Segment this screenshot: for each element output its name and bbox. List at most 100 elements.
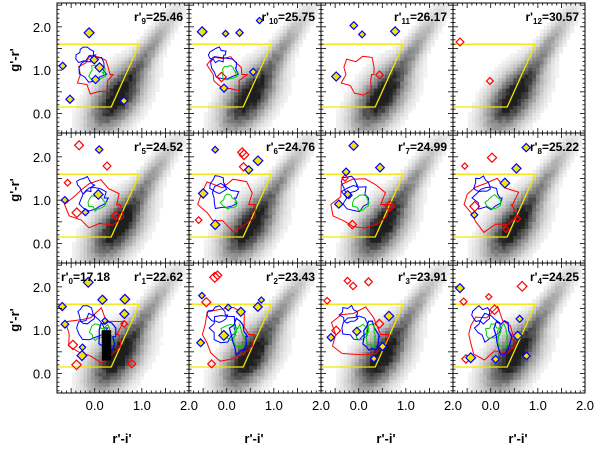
isolated-peak-marker xyxy=(235,28,245,38)
inner-contour xyxy=(484,194,502,210)
isolated-peak-marker xyxy=(343,276,352,285)
y-axis-label-row-0: g'-r' xyxy=(7,48,22,72)
isolated-peak-marker xyxy=(459,297,468,306)
x-tick-label: 1.0 xyxy=(265,398,283,413)
x-tick-label: 2.0 xyxy=(312,398,330,413)
middle-contour xyxy=(208,314,237,344)
isolated-peak-marker xyxy=(469,200,481,213)
isolated-peak-marker xyxy=(67,339,79,351)
isolated-peak-marker xyxy=(513,214,522,223)
isolated-peak-marker xyxy=(348,281,358,291)
isolated-peak-marker xyxy=(248,67,258,77)
panel-magnitude-label: r'12=30.57 xyxy=(526,10,580,26)
middle-contour xyxy=(76,175,96,196)
middle-contour xyxy=(473,312,503,343)
isolated-peak-marker xyxy=(118,308,130,320)
y-tick-label: 0.0 xyxy=(33,107,51,122)
middle-contour xyxy=(473,175,491,193)
isolated-peak-marker xyxy=(119,96,129,106)
outer-contour xyxy=(197,178,256,233)
field-density-histogram xyxy=(468,3,585,133)
isolated-peak-marker xyxy=(82,276,94,289)
panel-magnitude-label: r'10=25.75 xyxy=(262,10,316,26)
y-tick-label: 0.0 xyxy=(33,367,51,382)
x-tick-label: 1.0 xyxy=(397,398,415,413)
panel-magnitude-label: r'2=23.43 xyxy=(266,270,315,286)
y-tick-label: 0.0 xyxy=(33,237,51,252)
isolated-peak-marker xyxy=(197,291,206,300)
isolated-peak-marker xyxy=(255,16,264,25)
isolated-peak-marker xyxy=(119,319,129,329)
isolated-peak-marker xyxy=(218,329,230,342)
middle-contour xyxy=(493,319,513,355)
isolated-peak-marker xyxy=(76,349,88,362)
x-tick-label: 2.0 xyxy=(576,398,594,413)
isolated-peak-marker xyxy=(257,296,266,304)
middle-contour xyxy=(340,184,370,213)
middle-contour xyxy=(338,304,359,324)
isolated-peak-marker xyxy=(252,301,264,313)
outer-contour xyxy=(468,305,517,361)
isolated-peak-marker xyxy=(464,351,477,364)
panel-magnitude-label: r'0=17.18 xyxy=(61,270,110,286)
x-tick-label: 2.0 xyxy=(180,398,198,413)
isolated-peak-marker xyxy=(60,319,70,329)
middle-contour xyxy=(228,317,249,357)
selection-region xyxy=(453,303,537,368)
panel-1: 0.0 1.0 2.0 0.0 1.0 2.0 r'1=22.62 r'0=17.18 xyxy=(33,262,198,413)
x-tick-label: 0.0 xyxy=(482,398,500,413)
panel-7: r'7=24.99 xyxy=(320,132,454,264)
middle-contour xyxy=(211,182,240,210)
panel-grid: 0.0 1.0 2.0 r'9=25.46 r'10=25.75 r'11=26.17 r'… xyxy=(33,2,594,413)
x-tick-label: 0.0 xyxy=(350,398,368,413)
isolated-peak-marker xyxy=(484,292,493,301)
isolated-peak-marker xyxy=(341,167,351,177)
panel-8: r'8=25.22 xyxy=(452,132,586,264)
panel-magnitude-label: r'8=25.22 xyxy=(530,140,579,156)
isolated-peak-marker xyxy=(110,210,121,221)
outer-contour xyxy=(330,178,392,229)
isolated-peak-marker xyxy=(349,20,359,31)
isolated-peak-marker xyxy=(215,71,228,83)
isolated-peak-marker xyxy=(221,29,230,38)
x-tick-label: 0.0 xyxy=(218,398,236,413)
isolated-peak-marker xyxy=(58,61,68,71)
isolated-peak-marker xyxy=(491,354,501,364)
middle-contour xyxy=(362,320,381,352)
outer-contour xyxy=(65,306,125,364)
isolated-peak-marker xyxy=(499,177,511,189)
isolated-peak-marker xyxy=(343,189,353,199)
x-tick-label: 0.0 xyxy=(86,398,104,413)
isolated-peak-marker xyxy=(348,140,360,152)
isolated-peak-marker xyxy=(485,76,495,86)
isolated-peak-marker xyxy=(119,293,131,305)
isolated-peak-marker xyxy=(502,225,511,234)
panel-4: 0.0 1.0 2.0 r'4=24.25 xyxy=(452,262,594,413)
selection-region xyxy=(321,173,405,238)
panel-magnitude-label: r'1=22.62 xyxy=(134,270,183,286)
inner-contour xyxy=(233,322,245,348)
isolated-peak-marker xyxy=(374,70,385,80)
panel-2: 0.0 1.0 2.0 r'2=23.43 xyxy=(188,262,330,413)
selection-region xyxy=(189,303,273,368)
isolated-peak-marker xyxy=(209,219,221,231)
y-tick-label: 1.0 xyxy=(33,63,51,78)
y-tick-label: 1.0 xyxy=(33,193,51,208)
x-axis-label-col-3: r'-i' xyxy=(508,431,527,446)
panel-12: r'12=30.57 xyxy=(452,2,586,134)
isolated-peak-marker xyxy=(238,161,249,172)
isolated-peak-marker xyxy=(363,277,374,287)
y-tick-label: 2.0 xyxy=(33,150,51,165)
field-density-histogram xyxy=(468,133,585,263)
panel-11: r'11=26.17 xyxy=(320,2,454,134)
isolated-peak-marker xyxy=(389,25,401,37)
isolated-peak-marker xyxy=(94,61,105,73)
middle-contour xyxy=(471,305,491,325)
isolated-peak-marker xyxy=(252,155,264,167)
isolated-peak-marker xyxy=(460,162,469,171)
panel-magnitude-label: r'4=24.25 xyxy=(530,270,579,286)
selection-region xyxy=(189,173,273,238)
middle-contour xyxy=(207,46,227,64)
field-density-histogram xyxy=(72,263,189,393)
panel-9: 0.0 1.0 2.0 r'9=25.46 xyxy=(33,2,190,134)
